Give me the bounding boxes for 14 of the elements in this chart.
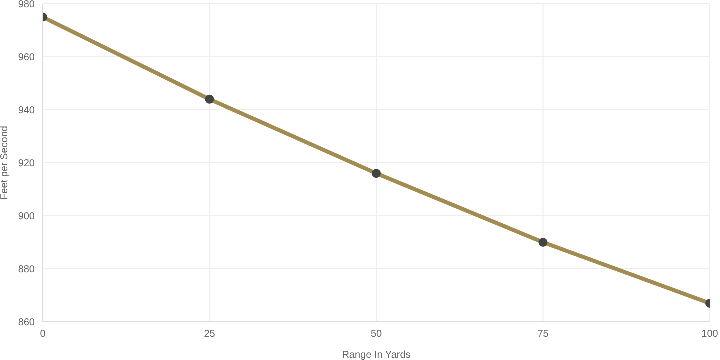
- x-tick-label: 75: [538, 329, 550, 340]
- y-tick-label: 920: [18, 158, 36, 170]
- y-tick-label: 960: [18, 52, 36, 64]
- x-tick-label: 100: [702, 329, 719, 340]
- y-tick-label: 980: [18, 0, 36, 11]
- y-axis-title: Feet per Second: [0, 126, 11, 200]
- x-tick-label: 25: [204, 329, 216, 340]
- x-tick-label: 0: [40, 329, 46, 340]
- y-tick-label: 900: [18, 212, 36, 223]
- x-axis-title: Range In Yards: [342, 350, 411, 360]
- x-tick-label: 50: [370, 329, 382, 340]
- y-tick-label: 940: [18, 106, 36, 117]
- y-tick-label: 860: [18, 318, 36, 329]
- y-tick-label: 880: [18, 264, 36, 276]
